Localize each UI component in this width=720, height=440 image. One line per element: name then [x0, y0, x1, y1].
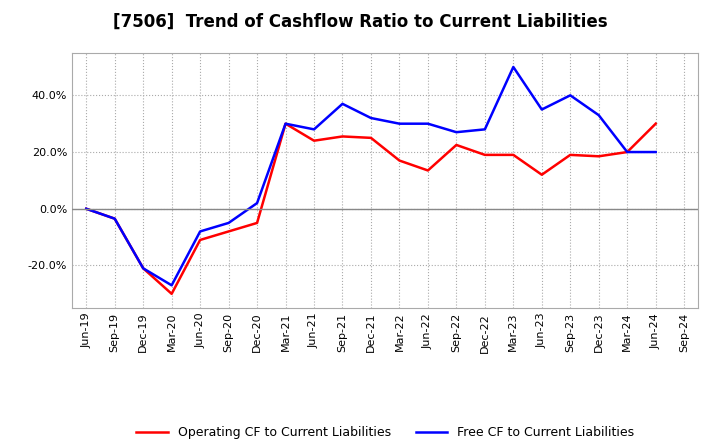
Free CF to Current Liabilities: [480, 127, 489, 132]
Free CF to Current Liabilities: [366, 115, 375, 121]
Operating CF to Current Liabilities: [253, 220, 261, 226]
Operating CF to Current Liabilities: [423, 168, 432, 173]
Line: Operating CF to Current Liabilities: Operating CF to Current Liabilities: [86, 124, 656, 294]
Free CF to Current Liabilities: [423, 121, 432, 126]
Operating CF to Current Liabilities: [110, 216, 119, 221]
Free CF to Current Liabilities: [537, 107, 546, 112]
Line: Free CF to Current Liabilities: Free CF to Current Liabilities: [86, 67, 656, 285]
Free CF to Current Liabilities: [253, 201, 261, 206]
Free CF to Current Liabilities: [167, 282, 176, 288]
Operating CF to Current Liabilities: [338, 134, 347, 139]
Free CF to Current Liabilities: [338, 101, 347, 106]
Operating CF to Current Liabilities: [196, 237, 204, 242]
Operating CF to Current Liabilities: [537, 172, 546, 177]
Free CF to Current Liabilities: [623, 150, 631, 155]
Operating CF to Current Liabilities: [509, 152, 518, 158]
Operating CF to Current Liabilities: [595, 154, 603, 159]
Operating CF to Current Liabilities: [623, 150, 631, 155]
Free CF to Current Liabilities: [282, 121, 290, 126]
Operating CF to Current Liabilities: [167, 291, 176, 297]
Operating CF to Current Liabilities: [225, 229, 233, 234]
Free CF to Current Liabilities: [509, 64, 518, 70]
Free CF to Current Liabilities: [139, 266, 148, 271]
Operating CF to Current Liabilities: [566, 152, 575, 158]
Operating CF to Current Liabilities: [652, 121, 660, 126]
Operating CF to Current Liabilities: [282, 121, 290, 126]
Legend: Operating CF to Current Liabilities, Free CF to Current Liabilities: Operating CF to Current Liabilities, Fre…: [131, 422, 639, 440]
Operating CF to Current Liabilities: [480, 152, 489, 158]
Operating CF to Current Liabilities: [395, 158, 404, 163]
Free CF to Current Liabilities: [595, 113, 603, 118]
Free CF to Current Liabilities: [310, 127, 318, 132]
Operating CF to Current Liabilities: [310, 138, 318, 143]
Free CF to Current Liabilities: [652, 150, 660, 155]
Operating CF to Current Liabilities: [452, 142, 461, 147]
Free CF to Current Liabilities: [82, 206, 91, 211]
Free CF to Current Liabilities: [395, 121, 404, 126]
Free CF to Current Liabilities: [110, 216, 119, 221]
Text: [7506]  Trend of Cashflow Ratio to Current Liabilities: [7506] Trend of Cashflow Ratio to Curren…: [113, 13, 607, 31]
Operating CF to Current Liabilities: [139, 266, 148, 271]
Free CF to Current Liabilities: [566, 93, 575, 98]
Operating CF to Current Liabilities: [366, 135, 375, 140]
Free CF to Current Liabilities: [225, 220, 233, 226]
Free CF to Current Liabilities: [196, 229, 204, 234]
Operating CF to Current Liabilities: [82, 206, 91, 211]
Free CF to Current Liabilities: [452, 129, 461, 135]
